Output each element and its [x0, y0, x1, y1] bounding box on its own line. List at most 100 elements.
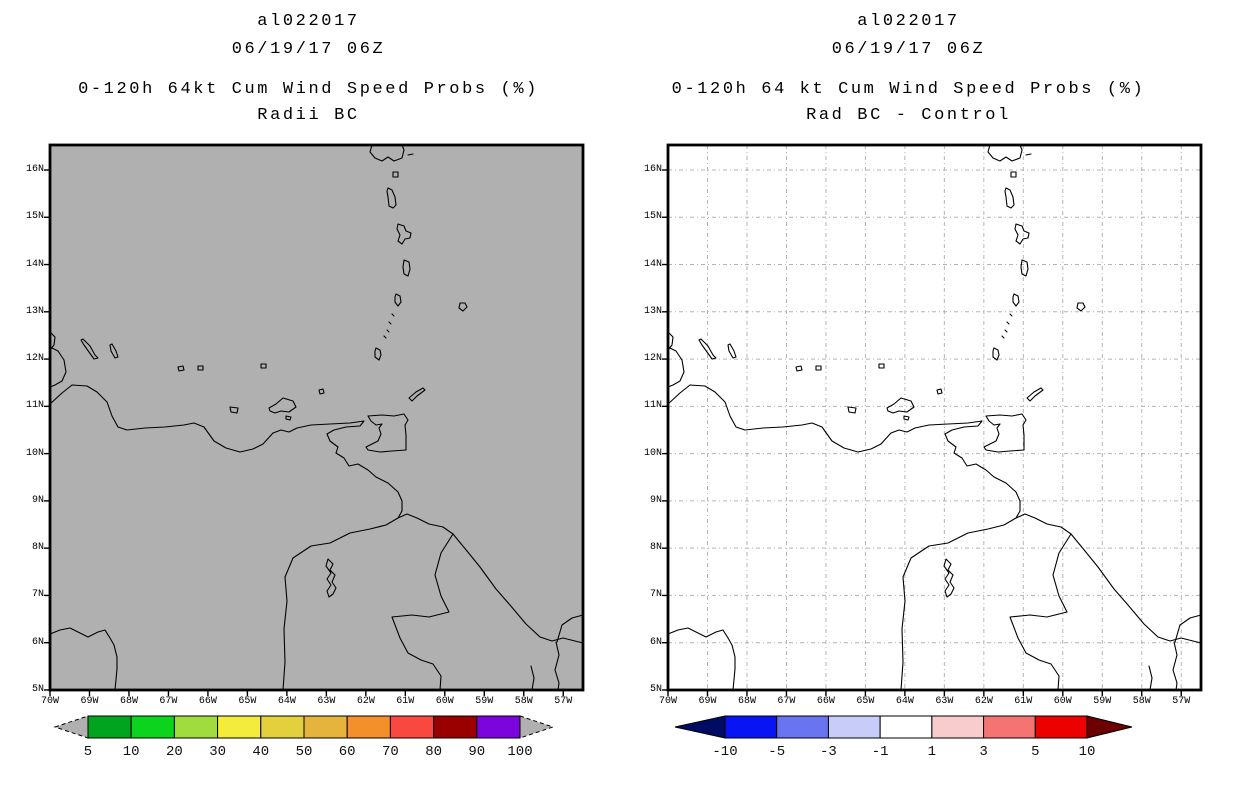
lon-label: 60W — [1053, 696, 1072, 707]
lon-label: 67W — [159, 696, 178, 707]
colorbar-label: 10 — [1079, 744, 1096, 760]
river-path — [943, 558, 955, 598]
river-path — [1009, 533, 1072, 691]
lon-label: 66W — [816, 696, 835, 707]
lat-label: 12N — [25, 353, 44, 365]
island-path — [886, 397, 915, 414]
island-path — [1014, 223, 1030, 245]
island-path — [878, 363, 885, 369]
lon-label: 57W — [554, 696, 573, 707]
colorbar-label: 60 — [339, 744, 356, 760]
coastline-path — [49, 346, 67, 388]
lon-label: 68W — [737, 696, 756, 707]
colorbar-label: 3 — [979, 744, 987, 760]
lat-label: 16N — [25, 164, 44, 175]
lon-label: 59W — [1093, 696, 1112, 707]
lon-label: 57W — [1172, 696, 1191, 707]
plot-subtitle-right: Rad BC - Control — [806, 106, 1011, 125]
lon-label: 63W — [935, 696, 954, 707]
colorbar-arrow-right — [1086, 715, 1133, 739]
island-path — [396, 223, 412, 245]
island-path — [260, 363, 267, 369]
lon-label: 60W — [435, 696, 454, 707]
island-path — [727, 343, 737, 359]
island-path — [1012, 293, 1020, 307]
island-path — [177, 365, 185, 372]
island-path — [1001, 335, 1005, 339]
river-path — [530, 665, 535, 691]
colorbar-segment — [1034, 715, 1088, 739]
colorbar-segment — [130, 715, 175, 739]
island-path — [408, 387, 426, 402]
island-path — [383, 335, 387, 339]
map-frame — [48, 143, 585, 692]
lat-label: 11N — [643, 400, 662, 412]
lon-label: 66W — [198, 696, 217, 707]
coastline-path — [49, 384, 584, 644]
lat-label: 9N — [31, 494, 44, 506]
island-path — [388, 321, 392, 325]
river-path — [667, 627, 736, 691]
lat-label: 14N — [643, 258, 662, 270]
lon-label: 59W — [475, 696, 494, 707]
init-time-right: 06/19/17 06Z — [831, 40, 986, 59]
colorbar-arrow-left — [674, 715, 726, 739]
colorbar-label: -3 — [820, 744, 837, 760]
island-path — [847, 406, 857, 414]
river-path — [49, 627, 118, 691]
colorbar-label: 90 — [468, 744, 485, 760]
lat-label: 10N — [25, 447, 44, 459]
lon-label: 61W — [1014, 696, 1033, 707]
island-path — [402, 259, 411, 277]
colorbar-segment — [173, 715, 219, 739]
island-path — [386, 187, 397, 209]
colorbar-arrow-right — [519, 715, 555, 739]
lat-label: 7N — [31, 589, 44, 601]
colorbar-label: 40 — [252, 744, 269, 760]
lat-label: 6N — [31, 636, 44, 648]
colorbar-segment — [346, 715, 391, 739]
init-time-left: 06/19/17 06Z — [231, 40, 386, 59]
plot-title-left: 0-120h 64kt Cum Wind Speed Probs (%) — [78, 80, 539, 99]
river-path — [1148, 665, 1153, 691]
lat-label: 5N — [31, 683, 44, 695]
colorbar-segment — [476, 715, 521, 739]
lat-label: 15N — [25, 211, 44, 223]
river-path — [391, 533, 454, 691]
storm-id-right: al022017 — [857, 12, 960, 31]
river-path — [554, 641, 560, 691]
colorbar-label: 5 — [1031, 744, 1039, 760]
island-path — [1010, 171, 1017, 178]
colorbar-segment — [217, 715, 262, 739]
colorbar-right: -10 -5 -3 -1 1 3 5 10 — [674, 715, 1133, 760]
lat-label: 16N — [643, 164, 662, 175]
colorbar-label: 20 — [166, 744, 183, 760]
lat-label: 15N — [643, 211, 662, 223]
island-path — [698, 338, 717, 360]
island-path — [80, 338, 99, 360]
lat-label: 8N — [649, 542, 662, 554]
lat-label: 5N — [649, 683, 662, 695]
lon-label: 58W — [1132, 696, 1151, 707]
river-path — [1174, 614, 1202, 643]
lon-label: 58W — [514, 696, 533, 707]
island-path — [109, 343, 119, 359]
lon-label: 63W — [317, 696, 336, 707]
island-path — [407, 153, 414, 156]
island-path — [992, 347, 1000, 361]
lon-label: 61W — [396, 696, 415, 707]
island-path — [1004, 329, 1008, 333]
river-path — [900, 517, 1017, 691]
lon-label: 65W — [238, 696, 257, 707]
island-path — [285, 415, 292, 421]
island-path — [1004, 187, 1015, 209]
island-path — [229, 406, 239, 414]
island-path — [386, 329, 390, 333]
colorbar-segment — [827, 715, 881, 739]
lat-label: 11N — [25, 400, 44, 412]
island-path — [318, 388, 325, 395]
lon-label: 69W — [80, 696, 99, 707]
island-path — [1009, 313, 1013, 317]
colorbar-segment — [931, 715, 985, 739]
island-path — [1025, 153, 1032, 156]
